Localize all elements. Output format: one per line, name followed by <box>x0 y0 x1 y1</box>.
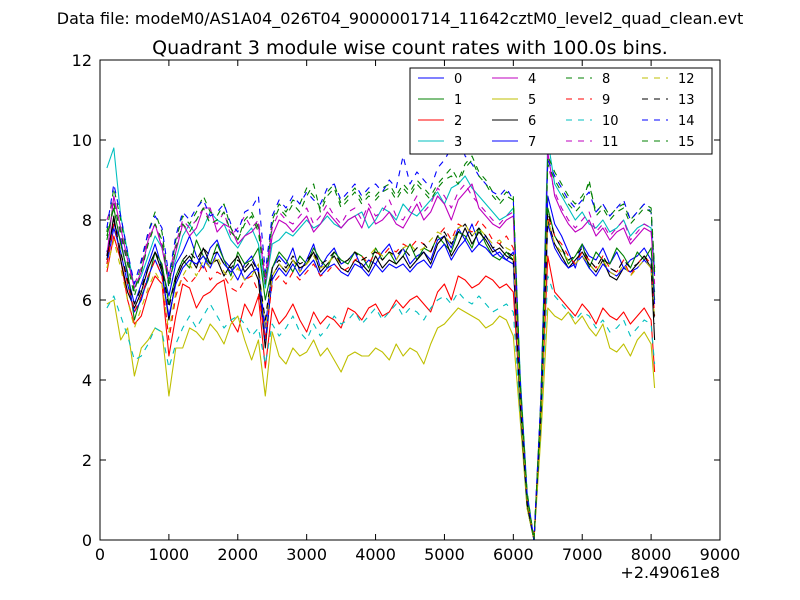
x-tick-label: 4000 <box>355 545 396 564</box>
x-tick-label: 7000 <box>562 545 603 564</box>
y-tick-label: 4 <box>82 371 92 390</box>
series-line-12 <box>106 219 656 541</box>
series-line-7 <box>106 223 656 541</box>
x-tick-label: 5000 <box>424 545 465 564</box>
legend-label-13: 13 <box>678 93 695 108</box>
legend-label-3: 3 <box>454 135 462 150</box>
x-tick-label: 8000 <box>631 545 672 564</box>
x-offset-label: +2.49061e8 <box>620 563 720 582</box>
figure-suptitle: Data file: modeM0/AS1A04_026T04_90000017… <box>57 9 743 29</box>
x-tick-label: 2000 <box>217 545 258 564</box>
legend-label-15: 15 <box>678 135 695 150</box>
legend-label-11: 11 <box>602 135 619 150</box>
legend-label-2: 2 <box>454 114 462 129</box>
y-tick-label: 10 <box>72 131 92 150</box>
x-tick-label: 6000 <box>493 545 534 564</box>
series-line-14 <box>106 131 656 541</box>
legend-frame <box>409 67 713 155</box>
series-line-2 <box>106 235 656 541</box>
series-line-4 <box>106 151 656 541</box>
chart-title: Quadrant 3 module wise count rates with … <box>152 37 668 59</box>
legend-label-4: 4 <box>528 72 536 87</box>
legend-label-7: 7 <box>528 135 536 150</box>
legend-label-0: 0 <box>454 72 462 87</box>
x-tick-label: 9000 <box>700 545 741 564</box>
x-tick-label: 1000 <box>149 545 190 564</box>
legend-label-8: 8 <box>602 72 610 87</box>
y-tick-label: 12 <box>72 51 92 70</box>
plot-frame <box>99 59 721 541</box>
legend-label-14: 14 <box>678 114 695 129</box>
legend-label-1: 1 <box>454 93 462 108</box>
legend-label-12: 12 <box>678 72 695 87</box>
series-line-3 <box>106 139 656 541</box>
series-layer <box>106 131 656 541</box>
legend-label-9: 9 <box>602 93 610 108</box>
series-line-13 <box>106 211 656 541</box>
series-line-5 <box>106 299 656 541</box>
y-tick-label: 6 <box>82 291 92 310</box>
series-line-8 <box>106 155 656 541</box>
legend-label-5: 5 <box>528 93 536 108</box>
tick-layer: 0 1000 2000 3000 4000 5000 6000 7000 8000 9000 0 2 4… <box>72 51 741 564</box>
x-tick-label: 3000 <box>286 545 327 564</box>
x-tick-label: 0 <box>95 545 105 564</box>
legend-label-6: 6 <box>528 114 536 129</box>
y-tick-label: 0 <box>82 531 92 550</box>
series-line-9 <box>106 215 656 541</box>
legend-label-10: 10 <box>602 114 619 129</box>
y-tick-label: 8 <box>82 211 92 230</box>
y-tick-label: 2 <box>82 451 92 470</box>
